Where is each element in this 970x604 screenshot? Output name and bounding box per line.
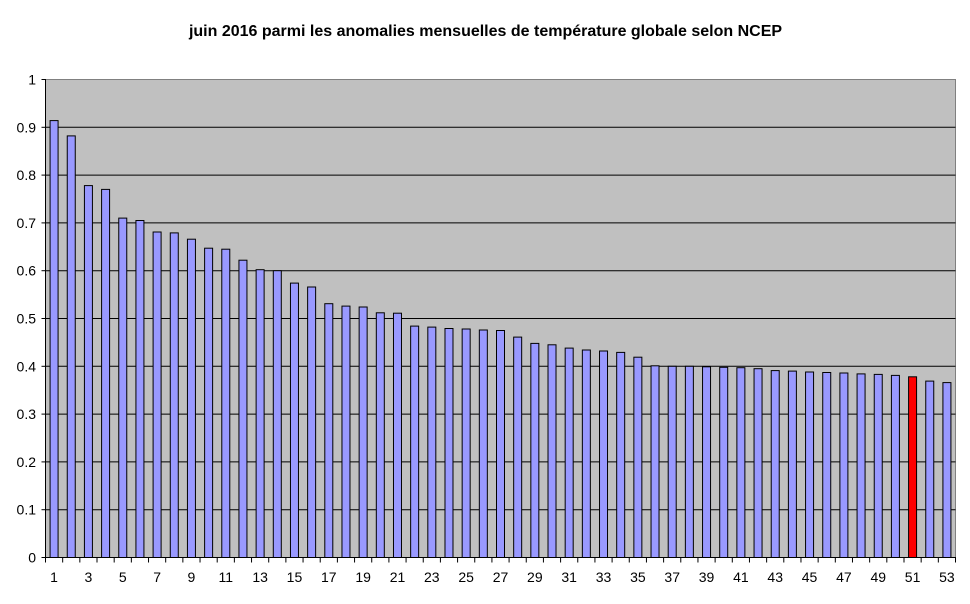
svg-text:35: 35 <box>630 569 646 585</box>
svg-text:0.7: 0.7 <box>17 215 37 231</box>
svg-text:21: 21 <box>390 569 406 585</box>
svg-text:0.5: 0.5 <box>17 311 37 327</box>
svg-text:0.6: 0.6 <box>17 263 37 279</box>
svg-text:39: 39 <box>699 569 715 585</box>
svg-text:49: 49 <box>870 569 886 585</box>
svg-text:9: 9 <box>188 569 196 585</box>
svg-text:43: 43 <box>767 569 783 585</box>
svg-text:27: 27 <box>493 569 509 585</box>
svg-text:31: 31 <box>561 569 577 585</box>
svg-text:1: 1 <box>50 569 58 585</box>
svg-text:37: 37 <box>664 569 680 585</box>
svg-text:0.4: 0.4 <box>17 358 37 374</box>
svg-text:5: 5 <box>119 569 127 585</box>
svg-text:19: 19 <box>355 569 371 585</box>
svg-text:11: 11 <box>219 569 234 585</box>
svg-text:17: 17 <box>321 569 337 585</box>
svg-text:0: 0 <box>28 550 36 566</box>
svg-text:13: 13 <box>252 569 268 585</box>
svg-text:47: 47 <box>836 569 852 585</box>
svg-text:7: 7 <box>153 569 161 585</box>
svg-text:1: 1 <box>28 72 36 88</box>
svg-text:0.3: 0.3 <box>17 406 37 422</box>
svg-text:23: 23 <box>424 569 440 585</box>
svg-text:53: 53 <box>939 569 955 585</box>
svg-text:33: 33 <box>596 569 612 585</box>
svg-text:juin 2016 parmi les anomalies: juin 2016 parmi les anomalies mensuelles… <box>188 23 782 40</box>
svg-text:0.2: 0.2 <box>17 454 37 470</box>
svg-text:45: 45 <box>802 569 818 585</box>
svg-text:51: 51 <box>905 569 921 585</box>
svg-text:0.8: 0.8 <box>17 167 37 183</box>
svg-text:15: 15 <box>287 569 303 585</box>
svg-text:0.1: 0.1 <box>17 502 37 518</box>
svg-text:29: 29 <box>527 569 543 585</box>
svg-text:25: 25 <box>458 569 474 585</box>
svg-text:3: 3 <box>85 569 93 585</box>
svg-text:0.9: 0.9 <box>17 119 37 135</box>
svg-text:41: 41 <box>733 569 749 585</box>
